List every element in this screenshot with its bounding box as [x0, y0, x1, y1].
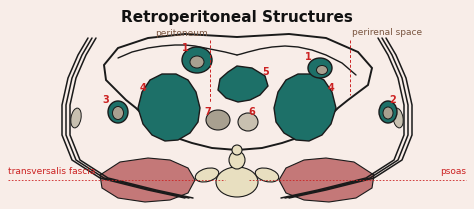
- Polygon shape: [100, 158, 195, 202]
- Text: transversalis fascia: transversalis fascia: [8, 167, 95, 176]
- Ellipse shape: [195, 168, 219, 182]
- Polygon shape: [138, 74, 200, 141]
- Text: 4: 4: [328, 83, 334, 93]
- Ellipse shape: [182, 47, 212, 73]
- Ellipse shape: [393, 108, 403, 128]
- Ellipse shape: [383, 107, 393, 119]
- Ellipse shape: [317, 65, 328, 74]
- Text: 6: 6: [249, 107, 255, 117]
- Ellipse shape: [308, 58, 332, 78]
- Ellipse shape: [206, 110, 230, 130]
- Text: 3: 3: [103, 95, 109, 105]
- Text: 5: 5: [263, 67, 269, 77]
- Text: peritoneum: peritoneum: [155, 29, 208, 38]
- Ellipse shape: [190, 56, 204, 68]
- Polygon shape: [274, 74, 336, 141]
- Ellipse shape: [379, 101, 397, 123]
- Ellipse shape: [238, 113, 258, 131]
- Ellipse shape: [108, 101, 128, 123]
- Text: psoas: psoas: [440, 167, 466, 176]
- Text: 4: 4: [140, 83, 146, 93]
- Ellipse shape: [112, 107, 124, 120]
- Text: Retroperitoneal Structures: Retroperitoneal Structures: [121, 10, 353, 25]
- Ellipse shape: [229, 151, 245, 169]
- Text: 2: 2: [390, 95, 396, 105]
- Text: 7: 7: [205, 107, 211, 117]
- Ellipse shape: [232, 145, 242, 155]
- Polygon shape: [218, 66, 268, 102]
- Text: 1: 1: [182, 43, 188, 53]
- Ellipse shape: [71, 108, 81, 128]
- Text: perirenal space: perirenal space: [352, 28, 422, 37]
- Text: 1: 1: [305, 52, 311, 62]
- Ellipse shape: [255, 168, 279, 182]
- Polygon shape: [104, 34, 372, 150]
- Ellipse shape: [216, 167, 258, 197]
- Polygon shape: [279, 158, 374, 202]
